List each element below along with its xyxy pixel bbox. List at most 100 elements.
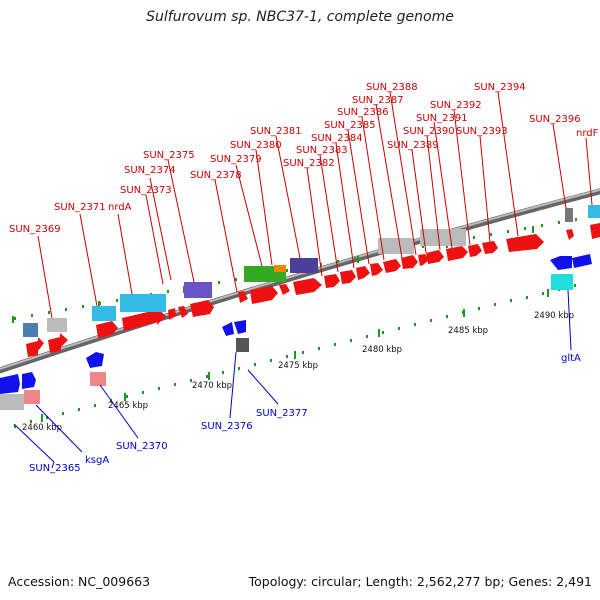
gene-label: SUN_2388 [366, 82, 418, 93]
gene-label: SUN_2370 [116, 441, 168, 452]
cds-arrow [370, 263, 383, 276]
feature-box [184, 282, 212, 298]
gene-label: SUN_2365 [29, 463, 81, 474]
gene-label: SUN_2380 [230, 140, 282, 151]
cds-arrow [222, 322, 234, 336]
feature-box [565, 208, 573, 222]
map-title: Sulfurovum sp. NBC37-1, complete genome [146, 9, 454, 25]
gene-label: SUN_2374 [124, 165, 176, 176]
feature-box [378, 238, 414, 254]
gene-label: nrdA [108, 202, 132, 213]
cds-arrow [234, 320, 246, 334]
scale-tick-label: 2470 kbp [192, 381, 232, 391]
gene-label: SUN_2369 [9, 224, 61, 235]
gene-label: SUN_2392 [430, 100, 482, 111]
cds-arrow [26, 337, 44, 357]
scale-tick-label: 2460 kbp [22, 423, 62, 433]
feature-box [120, 294, 166, 312]
cds-arrow [48, 333, 68, 353]
gene-label: SUN_2385 [324, 120, 376, 131]
cds-arrow [168, 308, 176, 320]
forward-features [23, 205, 600, 337]
reverse-gene-labels: SUN_2365 ksgA SUN_2370 SUN_2376 SUN_2377… [29, 353, 581, 474]
feature-box [23, 323, 38, 337]
gene-label: SUN_2371 [54, 202, 106, 213]
cds-arrow [86, 352, 104, 368]
gene-label: SUN_2377 [256, 408, 308, 419]
cds-arrow [340, 270, 356, 284]
gene-label: SUN_2378 [190, 170, 242, 181]
cds-arrow [178, 306, 188, 318]
gene-label: SUN_2394 [474, 82, 526, 93]
gene-label: SUN_2396 [529, 114, 581, 125]
cds-arrow [383, 259, 401, 273]
cds-arrow [550, 256, 572, 270]
gene-label: SUN_2386 [337, 107, 389, 118]
cds-arrow [482, 241, 498, 254]
reverse-dotted-track [14, 284, 576, 428]
gene-label: SUN_2381 [250, 126, 302, 137]
cds-arrow [238, 291, 248, 303]
gene-label: SUN_2391 [416, 113, 468, 124]
gene-label: SUN_2382 [283, 158, 335, 169]
feature-box [0, 394, 24, 410]
cds-arrow [401, 255, 418, 269]
gene-label: gltA [561, 353, 581, 364]
gene-label: ksgA [85, 455, 109, 466]
forward-gene-labels: SUN_2369 SUN_2371 nrdA SUN_2373 SUN_2374… [9, 82, 599, 235]
cds-arrow [590, 223, 600, 239]
scale-tick-label: 2475 kbp [278, 361, 318, 371]
cds-arrow [190, 300, 214, 317]
scale-tick-label: 2465 kbp [108, 401, 148, 411]
gene-label: SUN_2393 [456, 126, 508, 137]
gene-label: SUN_2390 [403, 126, 455, 137]
gene-label: SUN_2373 [120, 185, 172, 196]
gene-label: SUN_2375 [143, 150, 195, 161]
feature-box [236, 338, 249, 352]
cds-arrow [293, 278, 322, 295]
gene-label: SUN_2383 [296, 145, 348, 156]
scale-labels: 2460 kbp 2465 kbp 2470 kbp 2475 kbp 2480… [22, 311, 574, 433]
cds-arrow [468, 244, 482, 257]
forward-cds-track [26, 223, 600, 357]
cds-arrow [122, 307, 166, 331]
cds-arrow [22, 372, 36, 389]
cds-arrow [356, 266, 370, 280]
genome-summary-text: Topology: circular; Length: 2,562,277 bp… [248, 574, 592, 589]
gene-label: SUN_2384 [311, 133, 363, 144]
scale-tick-label: 2485 kbp [448, 326, 488, 336]
feature-box [290, 258, 318, 273]
genome-backbone [0, 188, 600, 374]
feature-box [588, 205, 600, 218]
reverse-cds-track [0, 254, 592, 410]
feature-box [47, 318, 67, 332]
feature-box [420, 229, 466, 246]
cds-arrow [506, 234, 544, 252]
cds-arrow [572, 254, 592, 268]
cds-arrow [426, 250, 444, 264]
cds-arrow [279, 284, 290, 295]
accession-text: Accession: NC_009663 [8, 574, 151, 589]
cds-arrow [250, 286, 278, 304]
leader-lines [13, 91, 593, 469]
cds-arrow [418, 254, 429, 266]
gene-label: SUN_2387 [352, 95, 404, 106]
feature-box [92, 306, 116, 321]
cds-arrow [566, 229, 574, 240]
cds-arrow [324, 274, 340, 288]
cds-arrow [0, 374, 20, 394]
feature-box [551, 274, 573, 290]
gene-label: SUN_2376 [201, 421, 253, 432]
feature-box [24, 390, 40, 404]
cds-arrow [96, 321, 118, 338]
feature-box [90, 372, 106, 386]
gene-label: SUN_2389 [387, 140, 439, 151]
feature-box [274, 265, 286, 272]
gene-label: nrdF [576, 128, 599, 139]
scale-tick-label: 2490 kbp [534, 311, 574, 321]
gene-label: SUN_2379 [210, 154, 262, 165]
cds-arrow [446, 246, 468, 261]
scale-tick-label: 2480 kbp [362, 345, 402, 355]
